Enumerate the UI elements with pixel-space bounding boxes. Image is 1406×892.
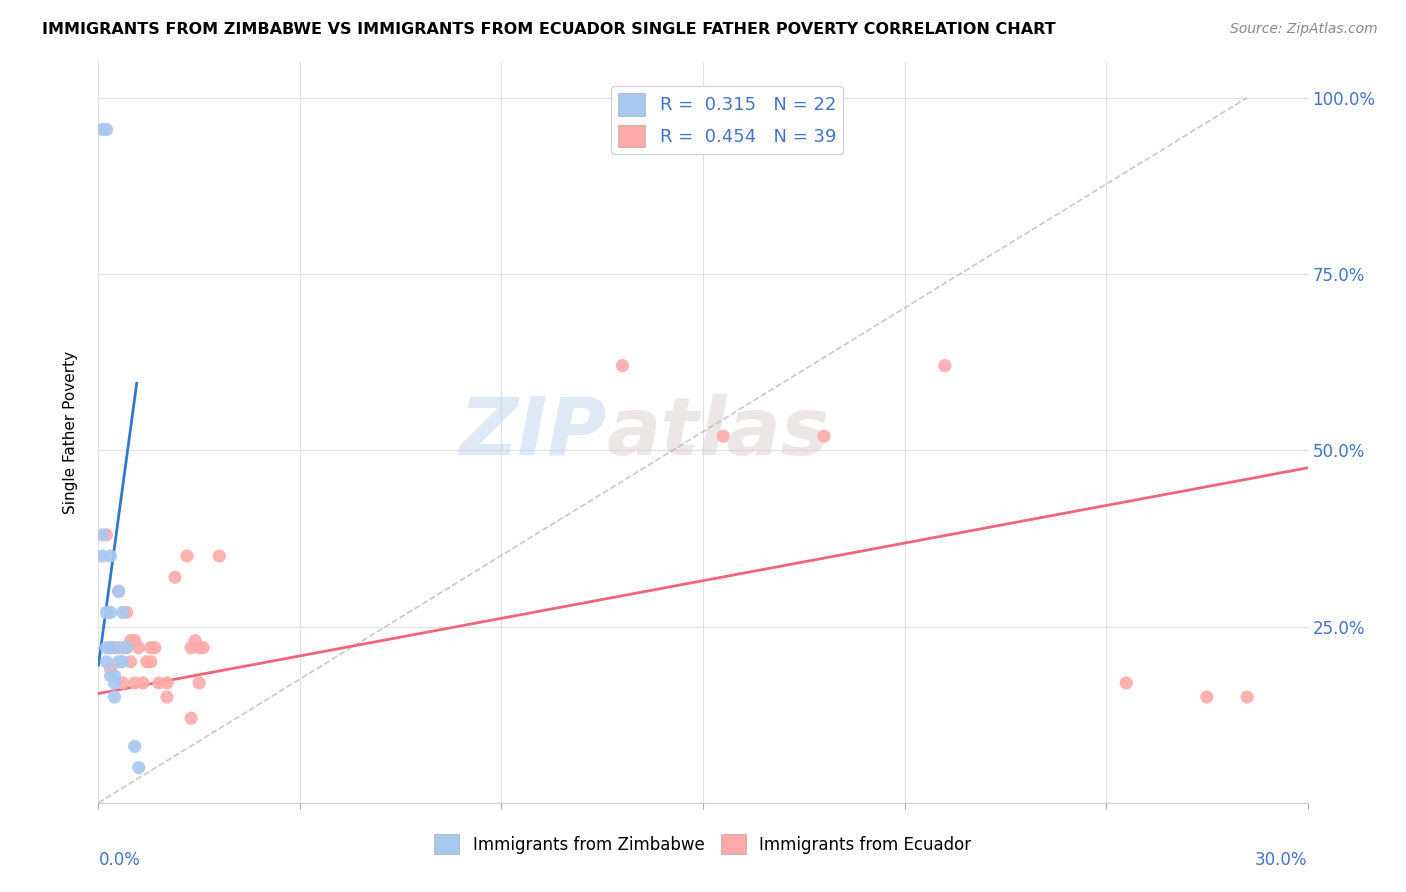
Point bbox=[813, 429, 835, 443]
Point bbox=[143, 640, 166, 655]
Point bbox=[156, 690, 179, 704]
Point bbox=[96, 640, 118, 655]
Point bbox=[111, 655, 134, 669]
Point bbox=[124, 739, 146, 754]
Point bbox=[163, 570, 186, 584]
Point bbox=[120, 655, 142, 669]
Point bbox=[139, 655, 162, 669]
Point bbox=[91, 549, 114, 563]
Point bbox=[115, 606, 138, 620]
Point bbox=[107, 640, 129, 655]
Point bbox=[120, 633, 142, 648]
Point bbox=[96, 122, 118, 136]
Legend: Immigrants from Zimbabwe, Immigrants from Ecuador: Immigrants from Zimbabwe, Immigrants fro… bbox=[427, 828, 979, 861]
Point bbox=[612, 359, 634, 373]
Point bbox=[100, 640, 122, 655]
Point bbox=[103, 690, 125, 704]
Point bbox=[91, 122, 114, 136]
Point bbox=[193, 640, 215, 655]
Point bbox=[107, 584, 129, 599]
Point bbox=[107, 584, 129, 599]
Text: ZIP: ZIP bbox=[458, 393, 606, 472]
Point bbox=[188, 640, 211, 655]
Text: 0.0%: 0.0% bbox=[98, 851, 141, 869]
Point bbox=[124, 633, 146, 648]
Point bbox=[96, 655, 118, 669]
Point bbox=[711, 429, 734, 443]
Point bbox=[100, 662, 122, 676]
Point bbox=[124, 676, 146, 690]
Point bbox=[188, 676, 211, 690]
Text: Source: ZipAtlas.com: Source: ZipAtlas.com bbox=[1230, 22, 1378, 37]
Text: atlas: atlas bbox=[606, 393, 830, 472]
Point bbox=[135, 655, 157, 669]
Point bbox=[103, 640, 125, 655]
Point bbox=[100, 549, 122, 563]
Point bbox=[107, 655, 129, 669]
Point bbox=[184, 633, 207, 648]
Point bbox=[96, 606, 118, 620]
Point bbox=[111, 640, 134, 655]
Point bbox=[111, 606, 134, 620]
Point bbox=[156, 676, 179, 690]
Point bbox=[1115, 676, 1137, 690]
Point bbox=[934, 359, 956, 373]
Point bbox=[115, 640, 138, 655]
Point bbox=[1195, 690, 1218, 704]
Point bbox=[176, 549, 198, 563]
Point bbox=[128, 640, 150, 655]
Text: 30.0%: 30.0% bbox=[1256, 851, 1308, 869]
Point bbox=[115, 640, 138, 655]
Point bbox=[180, 711, 202, 725]
Point bbox=[100, 669, 122, 683]
Point bbox=[91, 528, 114, 542]
Point bbox=[1236, 690, 1258, 704]
Point bbox=[139, 640, 162, 655]
Point bbox=[103, 676, 125, 690]
Point bbox=[96, 528, 118, 542]
Point bbox=[132, 676, 155, 690]
Point bbox=[180, 640, 202, 655]
Point bbox=[100, 606, 122, 620]
Point bbox=[100, 640, 122, 655]
Text: IMMIGRANTS FROM ZIMBABWE VS IMMIGRANTS FROM ECUADOR SINGLE FATHER POVERTY CORREL: IMMIGRANTS FROM ZIMBABWE VS IMMIGRANTS F… bbox=[42, 22, 1056, 37]
Y-axis label: Single Father Poverty: Single Father Poverty bbox=[63, 351, 77, 514]
Point bbox=[128, 760, 150, 774]
Point bbox=[148, 676, 170, 690]
Point bbox=[111, 676, 134, 690]
Point bbox=[208, 549, 231, 563]
Point bbox=[103, 669, 125, 683]
